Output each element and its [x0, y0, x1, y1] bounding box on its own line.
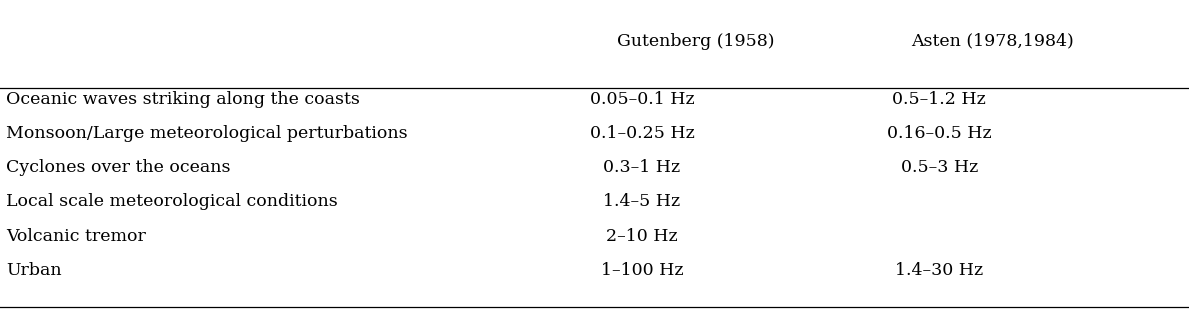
- Text: Gutenberg (1958): Gutenberg (1958): [617, 33, 774, 50]
- Text: 0.05–0.1 Hz: 0.05–0.1 Hz: [590, 91, 694, 108]
- Text: Cyclones over the oceans: Cyclones over the oceans: [6, 159, 231, 176]
- Text: 1.4–30 Hz: 1.4–30 Hz: [895, 262, 983, 279]
- Text: 2–10 Hz: 2–10 Hz: [606, 228, 678, 245]
- Text: 0.5–3 Hz: 0.5–3 Hz: [901, 159, 977, 176]
- Text: Urban: Urban: [6, 262, 62, 279]
- Text: 0.1–0.25 Hz: 0.1–0.25 Hz: [590, 125, 694, 142]
- Text: 0.3–1 Hz: 0.3–1 Hz: [604, 159, 680, 176]
- Text: Volcanic tremor: Volcanic tremor: [6, 228, 146, 245]
- Text: Asten (1978,1984): Asten (1978,1984): [912, 33, 1074, 50]
- Text: Oceanic waves striking along the coasts: Oceanic waves striking along the coasts: [6, 91, 360, 108]
- Text: Local scale meteorological conditions: Local scale meteorological conditions: [6, 193, 338, 210]
- Text: 1–100 Hz: 1–100 Hz: [600, 262, 684, 279]
- Text: 1.4–5 Hz: 1.4–5 Hz: [604, 193, 680, 210]
- Text: Monsoon/Large meteorological perturbations: Monsoon/Large meteorological perturbatio…: [6, 125, 408, 142]
- Text: 0.5–1.2 Hz: 0.5–1.2 Hz: [893, 91, 986, 108]
- Text: 0.16–0.5 Hz: 0.16–0.5 Hz: [887, 125, 992, 142]
